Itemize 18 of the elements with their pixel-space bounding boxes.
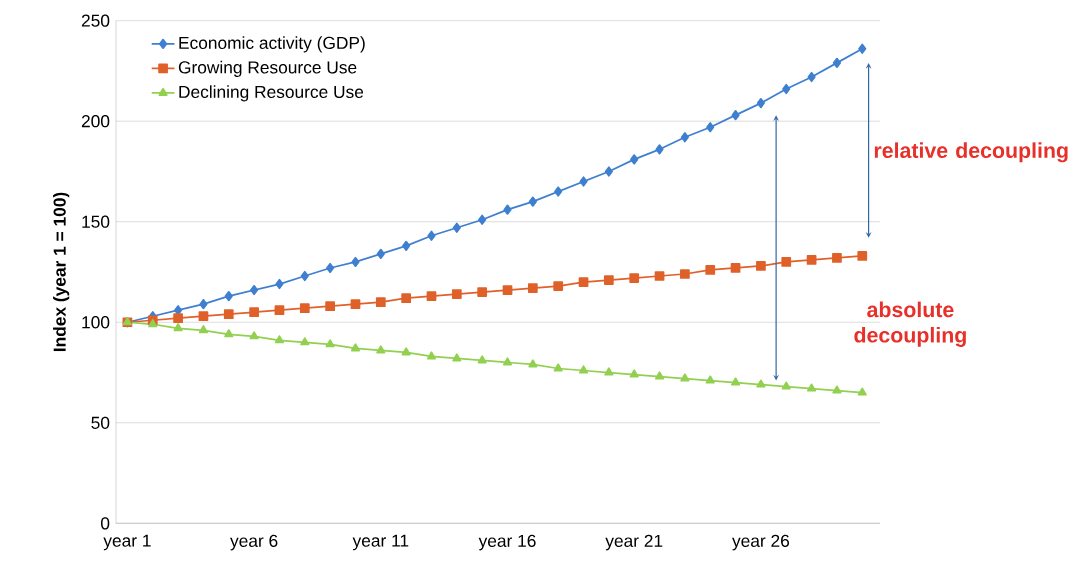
legend-label: Economic activity (GDP) — [179, 36, 365, 53]
y-tick-label: 250 — [81, 14, 110, 27]
legend-label: Growing Resource Use — [178, 60, 357, 77]
x-tick-label: year 1 — [103, 534, 151, 551]
x-tick-label: year 6 — [230, 534, 278, 551]
x-tick-label: year 21 — [605, 534, 663, 551]
annotation: absolute decoupling — [854, 301, 966, 347]
y-tick-label: 150 — [82, 215, 110, 228]
annotation: relative decoupling — [874, 142, 1068, 163]
legend-label: Declining Resource Use — [179, 85, 364, 102]
y-tick-label: 100 — [82, 316, 110, 329]
y-tick-label: 50 — [91, 416, 110, 429]
x-tick-label: year 11 — [352, 534, 409, 551]
y-tick-label: 200 — [81, 115, 110, 128]
y-axis-title: Index (year 1 = 100) — [53, 192, 70, 352]
x-tick-label: year 16 — [478, 534, 536, 551]
x-tick-label: year 26 — [732, 534, 790, 551]
y-tick-label: 0 — [101, 517, 110, 530]
